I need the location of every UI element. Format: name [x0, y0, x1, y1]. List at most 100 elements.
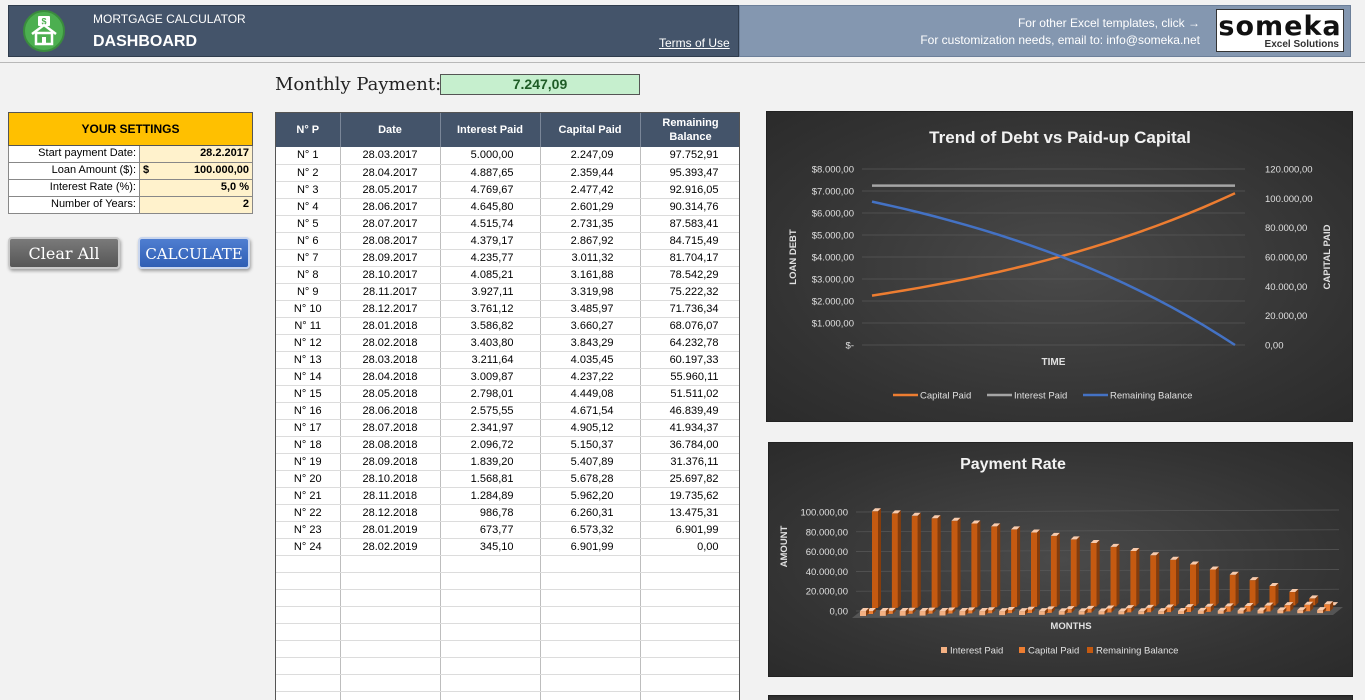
bar-interest-paid	[1217, 610, 1224, 614]
cell-capital: 5.962,20	[540, 487, 641, 505]
cell-period: N° 3	[276, 181, 341, 199]
gridline	[855, 509, 1340, 513]
bar-capital-paid-top	[1264, 602, 1274, 606]
years-label: Number of Years:	[8, 197, 140, 214]
cell-period: N° 19	[276, 453, 341, 471]
bar-remaining-balance	[1249, 580, 1256, 606]
bar-interest-paid-top	[1019, 608, 1028, 612]
bar-interest-paid-top	[860, 608, 869, 612]
header-bar: $ MORTGAGE CALCULATOR DASHBOARD Terms of…	[8, 5, 739, 57]
amortization-table: N° P Date Interest Paid Capital Paid Rem…	[275, 112, 740, 700]
table-row-empty	[276, 623, 739, 641]
table-row: N° 2 28.04.2017 4.887,65 2.359,44 95.393,47	[276, 164, 739, 182]
calculate-button[interactable]: CALCULATE	[138, 237, 250, 269]
table-row: N° 19 28.09.2018 1.839,20 5.407,89 31.376,11	[276, 453, 739, 471]
cell-interest: 1.568,81	[440, 470, 541, 488]
cell-empty	[340, 572, 441, 590]
table-row: N° 1 28.03.2017 5.000,00 2.247,09 97.752,91	[276, 147, 739, 165]
bar-capital-paid-side	[952, 607, 956, 614]
bar-interest-paid	[1317, 610, 1324, 614]
bar-remaining-balance	[991, 526, 998, 608]
cell-empty	[440, 606, 541, 624]
bar-remaining-balance-side	[977, 520, 981, 608]
interest-rate-input[interactable]: 5,0 %	[140, 180, 253, 197]
terms-of-use-link[interactable]: Terms of Use	[659, 36, 730, 50]
someka-logo[interactable]: someka Excel Solutions	[1216, 9, 1344, 52]
header-divider	[0, 62, 1365, 63]
cell-period: N° 4	[276, 198, 341, 216]
cell-period: N° 17	[276, 419, 341, 437]
y-axis-title: LOAN DEBT	[788, 229, 799, 285]
bar-remaining-balance-side	[1037, 529, 1040, 607]
bar-remaining-balance-side	[1116, 543, 1120, 607]
bar-interest-paid	[899, 611, 906, 616]
cell-date: 28.06.2017	[340, 198, 441, 216]
years-input[interactable]: 2	[140, 197, 253, 214]
bar-interest-paid-top	[1058, 608, 1068, 612]
table-row-empty	[276, 640, 739, 658]
bar-remaining-balance	[1011, 529, 1018, 608]
chart-title: Trend of Debt vs Paid-up Capital	[929, 128, 1191, 147]
bar-remaining-balance	[971, 523, 978, 608]
bar-interest-paid-top	[919, 608, 929, 612]
loan-amount-input[interactable]: 100.000,00	[160, 163, 253, 180]
brand-name: someka	[1218, 11, 1342, 42]
cell-empty	[540, 606, 641, 624]
cell-capital: 5.407,89	[540, 453, 641, 471]
bar-interest-paid-side	[905, 608, 909, 616]
cell-balance: 31.376,11	[640, 453, 739, 471]
bar-interest-paid	[1158, 611, 1165, 615]
bar-remaining-balance-top	[1070, 536, 1080, 540]
templates-link-text[interactable]: For other Excel templates, click →	[1017, 16, 1200, 30]
bar-capital-paid	[1065, 609, 1072, 613]
table-row-empty	[276, 691, 739, 700]
cell-interest: 4.085,21	[440, 266, 541, 284]
cell-balance: 78.542,29	[640, 266, 739, 284]
cell-balance: 68.076,07	[640, 317, 739, 335]
cell-balance: 75.222,32	[640, 283, 739, 301]
clear-all-button[interactable]: Clear All	[8, 237, 120, 269]
cell-interest: 4.515,74	[440, 215, 541, 233]
bar-remaining-balance-side	[1215, 566, 1219, 606]
cell-empty	[340, 640, 441, 658]
payment-rate-chart: Payment Rate 100.000,00 80.000,00 60.000,00…	[768, 442, 1353, 677]
table-row-empty	[276, 606, 739, 624]
table-row-empty	[276, 657, 739, 675]
cell-interest: 673,77	[440, 521, 541, 539]
bar-interest-paid-side	[945, 608, 949, 616]
bar-remaining-balance-top	[872, 508, 881, 512]
cell-balance: 51.511,02	[640, 385, 739, 403]
bar-capital-paid	[1324, 604, 1331, 612]
cell-interest: 3.211,64	[440, 351, 541, 369]
bar-remaining-balance-top	[1209, 566, 1219, 570]
cell-empty	[440, 572, 541, 590]
bar-interest-paid-side	[1064, 608, 1068, 615]
cell-balance: 64.232,78	[640, 334, 739, 352]
bar-remaining-balance-side	[1136, 547, 1140, 607]
cell-balance: 6.901,99	[640, 521, 739, 539]
settings-title: YOUR SETTINGS	[8, 112, 253, 146]
cell-date: 28.05.2017	[340, 181, 441, 199]
cell-empty	[276, 640, 341, 658]
bar-remaining-balance	[1090, 543, 1097, 607]
cell-balance: 13.475,31	[640, 504, 739, 522]
bar-capital-paid	[886, 610, 893, 614]
cell-period: N° 8	[276, 266, 341, 284]
cell-capital: 2.601,29	[540, 198, 641, 216]
bar-capital-paid	[946, 610, 953, 614]
cell-date: 28.02.2019	[340, 538, 441, 556]
start-date-input[interactable]: 28.2.2017	[140, 146, 253, 163]
cell-period: N° 24	[276, 538, 341, 556]
bar-remaining-balance-side	[1235, 571, 1239, 606]
cell-capital: 2.731,35	[540, 215, 641, 233]
col-header-interest: Interest Paid	[440, 113, 541, 147]
y2-tick-label: 100.000,00	[1265, 194, 1313, 205]
cell-balance: 46.839,49	[640, 402, 739, 420]
bar-remaining-balance-side	[1017, 526, 1021, 608]
bar-capital-paid	[1145, 607, 1152, 613]
cell-empty	[340, 657, 441, 675]
bar-remaining-balance-side	[1295, 589, 1299, 606]
cell-period: N° 23	[276, 521, 341, 539]
legend-label: Capital Paid	[920, 391, 971, 402]
legend-swatch	[1087, 647, 1093, 653]
